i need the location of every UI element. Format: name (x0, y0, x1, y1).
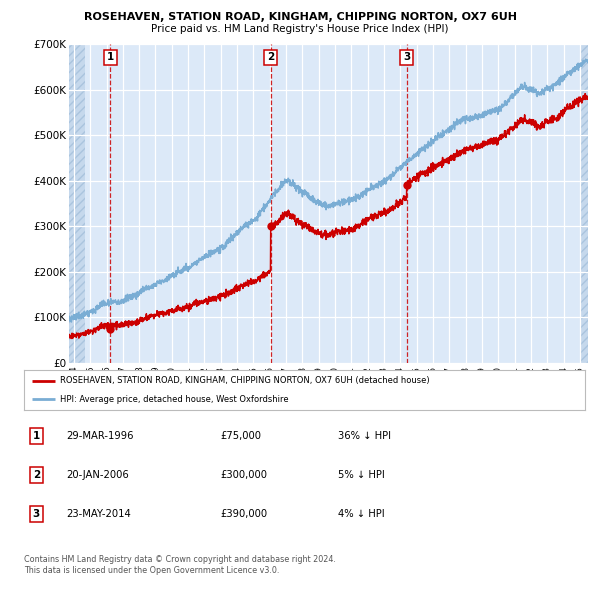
Text: ROSEHAVEN, STATION ROAD, KINGHAM, CHIPPING NORTON, OX7 6UH: ROSEHAVEN, STATION ROAD, KINGHAM, CHIPPI… (83, 12, 517, 22)
Text: 1: 1 (33, 431, 40, 441)
Text: 2: 2 (33, 470, 40, 480)
Text: 20-JAN-2006: 20-JAN-2006 (66, 470, 129, 480)
Text: 1: 1 (107, 52, 114, 62)
Text: 29-MAR-1996: 29-MAR-1996 (66, 431, 134, 441)
Bar (69, 44, 85, 363)
Text: 4% ↓ HPI: 4% ↓ HPI (338, 509, 385, 519)
Text: This data is licensed under the Open Government Licence v3.0.: This data is licensed under the Open Gov… (24, 566, 280, 575)
Text: 2: 2 (267, 52, 274, 62)
Bar (581, 44, 588, 363)
Text: 5% ↓ HPI: 5% ↓ HPI (338, 470, 385, 480)
Text: Contains HM Land Registry data © Crown copyright and database right 2024.: Contains HM Land Registry data © Crown c… (24, 555, 336, 563)
Text: 3: 3 (33, 509, 40, 519)
Text: £390,000: £390,000 (220, 509, 268, 519)
Text: £75,000: £75,000 (220, 431, 262, 441)
Text: ROSEHAVEN, STATION ROAD, KINGHAM, CHIPPING NORTON, OX7 6UH (detached house): ROSEHAVEN, STATION ROAD, KINGHAM, CHIPPI… (61, 376, 430, 385)
Text: 23-MAY-2014: 23-MAY-2014 (66, 509, 131, 519)
Text: 36% ↓ HPI: 36% ↓ HPI (338, 431, 391, 441)
Text: 3: 3 (403, 52, 410, 62)
Text: Price paid vs. HM Land Registry's House Price Index (HPI): Price paid vs. HM Land Registry's House … (151, 24, 449, 34)
Text: £300,000: £300,000 (220, 470, 268, 480)
Text: HPI: Average price, detached house, West Oxfordshire: HPI: Average price, detached house, West… (61, 395, 289, 404)
